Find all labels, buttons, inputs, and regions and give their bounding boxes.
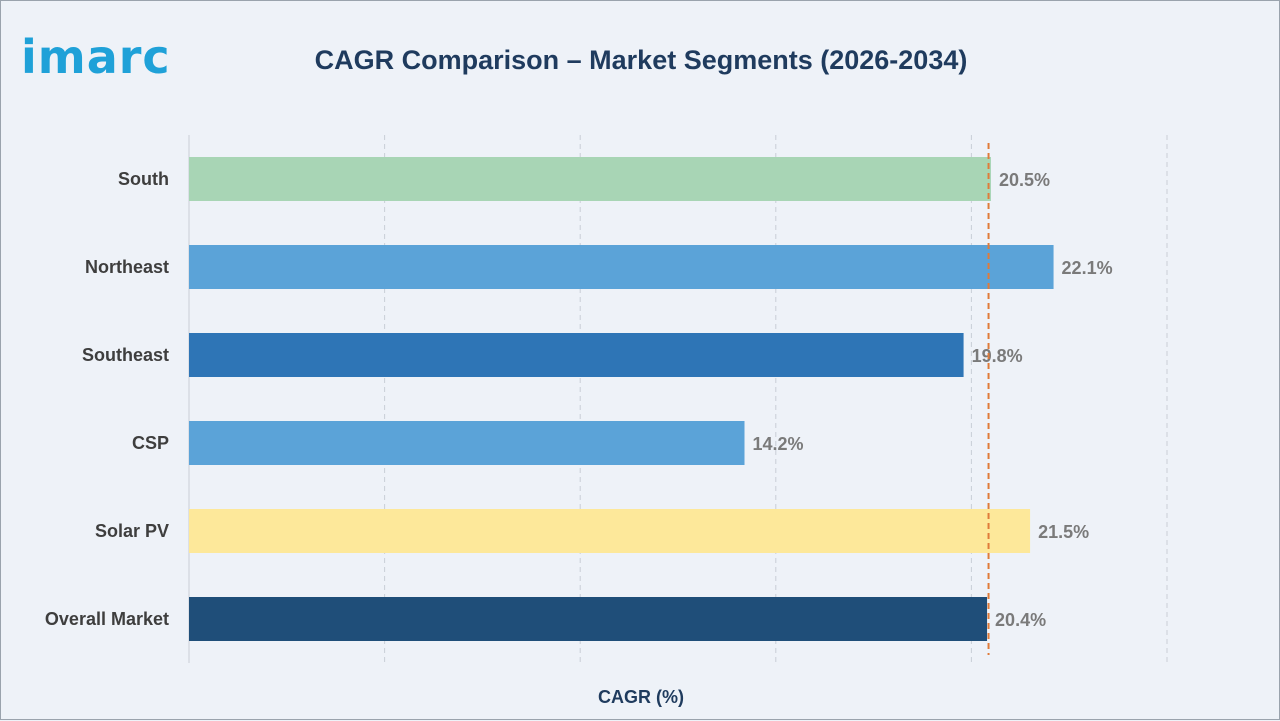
x-axis-label: CAGR (%) bbox=[598, 687, 684, 707]
category-label: Northeast bbox=[85, 257, 169, 277]
category-label: Overall Market bbox=[45, 609, 169, 629]
data-label: 20.5% bbox=[999, 170, 1050, 190]
bar-south bbox=[189, 157, 991, 201]
category-label: Solar PV bbox=[95, 521, 169, 541]
data-label: 19.8% bbox=[972, 346, 1023, 366]
chart-title: CAGR Comparison – Market Segments (2026-… bbox=[314, 45, 968, 75]
bar-solar-pv bbox=[189, 509, 1031, 553]
data-label: 21.5% bbox=[1038, 522, 1089, 542]
bar-northeast bbox=[189, 245, 1054, 289]
data-label: 20.4% bbox=[995, 610, 1046, 630]
bar-overall-market bbox=[189, 597, 988, 641]
data-label: 22.1% bbox=[1062, 258, 1113, 278]
bar-csp bbox=[189, 421, 745, 465]
bar-southeast bbox=[189, 333, 964, 377]
imarc-logo: imarc bbox=[21, 30, 171, 84]
category-label: Southeast bbox=[82, 345, 169, 365]
data-label: 14.2% bbox=[753, 434, 804, 454]
category-label: CSP bbox=[132, 433, 169, 453]
category-label: South bbox=[118, 169, 169, 189]
